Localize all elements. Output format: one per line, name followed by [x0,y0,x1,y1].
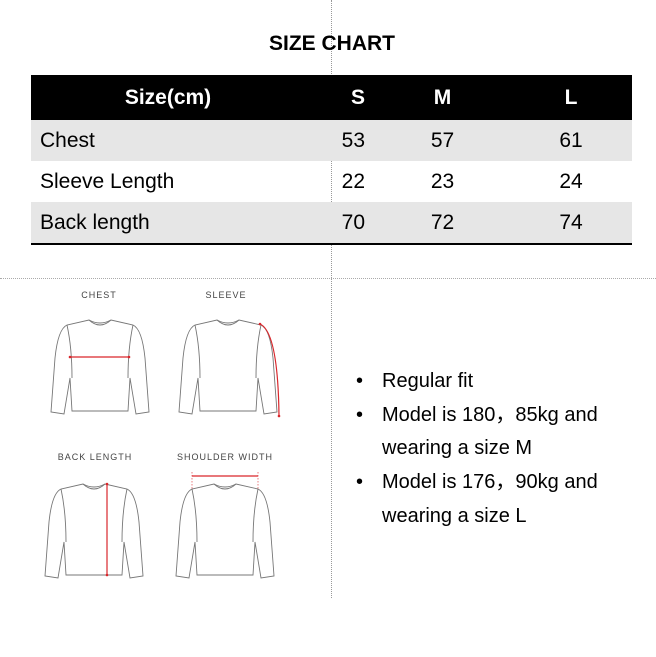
row-label: Back length [31,202,305,245]
cell: 22 [341,169,365,193]
chest-diagram [50,319,150,415]
bullet: • [356,471,364,494]
table-header: Size(cm) S M L [31,75,632,120]
bullet: • [356,403,364,426]
back-length-diagram [44,482,144,579]
cell: 72 [375,202,510,245]
shoulder-width-label: SHOULDER WIDTH [176,452,273,462]
horizontal-divider [0,278,656,279]
shoulder-width-diagram [175,472,275,579]
header-s: S [305,75,375,120]
row-label: Sleeve Length [40,169,175,193]
cell: 61 [510,120,632,161]
note-item: • Model is 176，90kg and wearing a size L [356,466,646,533]
cell: 24 [559,169,583,193]
header-l: L [510,75,632,120]
cell: 70 [305,202,375,245]
table-row: Chest 53 57 61 [31,120,632,161]
cell: 23 [430,169,455,193]
note-text: Regular fit [382,370,474,392]
cell: 53 [305,120,375,161]
fit-notes: • Regular fit • Model is 180，85kg and wear… [356,365,646,534]
row-label: Chest [31,120,305,161]
note-item: • Regular fit [356,365,646,399]
back-length-label: BACK LENGTH [57,452,133,462]
note-text: Model is 180，85kg and wearing a size M [382,403,598,460]
table-row: Sleeve Length 22 23 24 [31,161,632,202]
header-m: M [375,75,510,120]
sleeve-diagram [178,319,281,418]
vertical-divider [331,0,332,598]
sleeve-label: SLEEVE [205,290,247,300]
bullet: • [356,370,364,392]
note-item: • Model is 180，85kg and wearing a size M [356,399,646,466]
cell: 74 [510,202,632,245]
cell: 57 [375,120,510,161]
table-row: Back length 70 72 74 [31,202,632,245]
chest-label: CHEST [81,290,117,300]
size-table: Size(cm) S M L Chest 53 57 61 Sleeve Len… [31,75,632,245]
page-title: SIZE CHART [269,32,395,55]
header-size: Size(cm) [31,75,305,120]
note-text: Model is 176，90kg and wearing a size L [382,471,598,527]
